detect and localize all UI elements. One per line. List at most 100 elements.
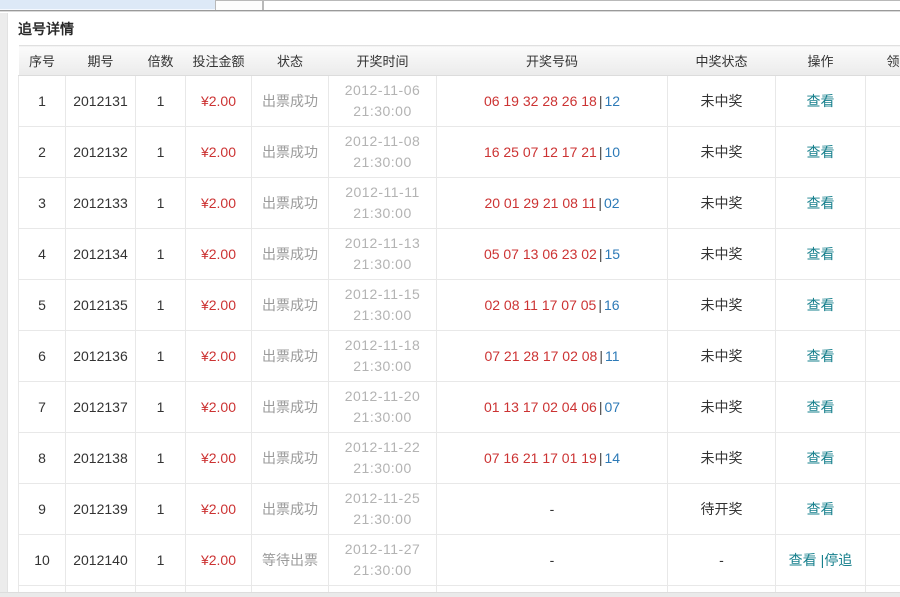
cell-draw-numbers: 07 16 21 17 01 19 | 14	[436, 432, 668, 484]
cell-actions: 查看	[775, 177, 866, 229]
cell-actions: 查看	[775, 432, 866, 484]
draw-clock: 21:30:00	[353, 103, 412, 119]
cell-issue: 2012132	[65, 126, 136, 178]
cell-claim	[865, 381, 900, 433]
column-header-actions: 操作	[775, 45, 866, 76]
main-numbers: 06 19 32 28 26 18	[483, 93, 597, 109]
numbers-separator-icon: |	[598, 246, 603, 262]
cell-issue: 2012140	[65, 534, 136, 586]
table-row: 10 2012140 1 ¥2.00 等待出票 2012-11-27 21:30:00- - 查…	[18, 534, 900, 586]
cell-issue: 2012135	[65, 279, 136, 331]
draw-clock: 21:30:00	[353, 358, 412, 374]
special-number: 16	[603, 297, 620, 313]
cell-seq: 2	[18, 126, 66, 178]
cell-win-status: -	[667, 534, 776, 586]
cell-actions: 查看	[775, 330, 866, 382]
cell-actions: 查看	[775, 75, 866, 127]
draw-date: 2012-11-06	[344, 82, 421, 98]
main-numbers: 16 25 07 12 17 21	[483, 144, 597, 160]
column-header-multiple: 倍数	[135, 45, 186, 76]
cell-win-status: 待开奖	[667, 483, 776, 535]
cell-draw-numbers: 05 07 13 06 23 02 | 15	[436, 228, 668, 280]
cell-seq: 5	[18, 279, 66, 331]
draw-date: 2012-11-20	[344, 388, 421, 404]
view-link[interactable]: 查看	[806, 450, 835, 466]
special-number: 02	[603, 195, 620, 211]
draw-clock: 21:30:00	[353, 205, 412, 221]
chase-detail-table: 序号期号倍数投注金额状态开奖时间开奖号码中奖状态操作领奖 120121311¥2…	[18, 45, 900, 597]
table-row: 9 2012139 1 ¥2.00 出票成功 2012-11-25 21:30:00 - 待开奖…	[18, 483, 900, 535]
cell-multiple: 1	[135, 330, 186, 382]
cell-actions: 查看	[775, 126, 866, 178]
cell-draw-time: 2012-11-25 21:30:00	[328, 483, 437, 535]
view-link[interactable]: 查看	[806, 399, 835, 415]
view-link[interactable]: 查看	[806, 93, 835, 109]
cell-multiple: 1	[135, 228, 186, 280]
cell-seq: 10	[18, 534, 66, 586]
cell-draw-numbers: -	[436, 534, 668, 586]
cell-win-status: 未中奖	[667, 126, 776, 178]
cell-issue: 2012136	[65, 330, 136, 382]
cell-amount: ¥2.00	[185, 279, 252, 331]
cell-status: 出票成功	[251, 483, 329, 535]
cell-multiple: 1	[135, 534, 186, 586]
draw-date: 2012-11-22	[344, 439, 421, 455]
cell-issue: 2012133	[65, 177, 136, 229]
cell-seq: 8	[18, 432, 66, 484]
numbers-separator-icon: |	[598, 450, 603, 466]
draw-date: 2012-11-08	[344, 133, 421, 149]
stop-chase-link[interactable]: 停追	[824, 552, 853, 568]
numbers-separator-icon: |	[598, 297, 602, 313]
cell-status: 出票成功	[251, 177, 329, 229]
cell-draw-time: 2012-11-18 21:30:00	[328, 330, 437, 382]
cell-amount: ¥2.00	[185, 534, 252, 586]
cell-draw-time: 2012-11-08 21:30:00	[328, 126, 437, 178]
column-header-issue: 期号	[65, 45, 136, 76]
cell-claim	[865, 534, 900, 586]
table-header-row: 序号期号倍数投注金额状态开奖时间开奖号码中奖状态操作领奖	[18, 45, 900, 76]
cell-draw-time: 2012-11-22 21:30:00	[328, 432, 437, 484]
cell-win-status: 未中奖	[667, 177, 776, 229]
cell-amount: ¥2.00	[185, 228, 252, 280]
draw-date: 2012-11-11	[345, 184, 420, 200]
view-link[interactable]: 查看	[806, 501, 835, 517]
cell-multiple: 1	[135, 75, 186, 127]
cell-amount: ¥2.00	[185, 75, 252, 127]
draw-clock: 21:30:00	[353, 154, 412, 170]
cell-win-status: 未中奖	[667, 330, 776, 382]
left-gutter	[0, 13, 8, 597]
table-row: 1 2012131 1 ¥2.00 出票成功 2012-11-06 21:30:00 06 1…	[18, 75, 900, 127]
view-link[interactable]: 查看	[806, 297, 835, 313]
cell-draw-time: 2012-11-13 21:30:00	[328, 228, 437, 280]
cell-actions: 查看	[775, 279, 866, 331]
view-link[interactable]: 查看	[806, 195, 835, 211]
view-link[interactable]: 查看	[806, 144, 835, 160]
cell-draw-numbers: 01 13 17 02 04 06 | 07	[436, 381, 668, 433]
cell-claim	[865, 177, 900, 229]
cell-seq: 4	[18, 228, 66, 280]
cell-status: 出票成功	[251, 126, 329, 178]
view-link[interactable]: 查看	[806, 246, 835, 262]
cell-draw-time: 2012-11-15 21:30:00	[328, 279, 437, 331]
cell-multiple: 1	[135, 381, 186, 433]
numbers-placeholder: -	[549, 552, 555, 568]
special-number: 14	[604, 450, 621, 466]
chrome-tab-remnant	[215, 0, 263, 10]
view-link[interactable]: 查看	[788, 552, 817, 568]
special-number: 15	[604, 246, 621, 262]
cell-amount: ¥2.00	[185, 126, 252, 178]
draw-date: 2012-11-25	[344, 490, 421, 506]
main-content: 追号详情 序号期号倍数投注金额状态开奖时间开奖号码中奖状态操作领奖 120121…	[8, 13, 900, 597]
numbers-separator-icon: |	[598, 195, 602, 211]
bottom-cutoff-strip	[0, 592, 900, 597]
cell-status: 等待出票	[251, 534, 329, 586]
cell-issue: 2012138	[65, 432, 136, 484]
cell-amount: ¥2.00	[185, 381, 252, 433]
view-link[interactable]: 查看	[806, 348, 835, 364]
numbers-separator-icon: |	[598, 93, 603, 109]
numbers-separator-icon: |	[598, 144, 603, 160]
cell-status: 出票成功	[251, 381, 329, 433]
main-numbers: 20 01 29 21 08 11	[484, 195, 597, 211]
chase-detail-table-wrap: 序号期号倍数投注金额状态开奖时间开奖号码中奖状态操作领奖 120121311¥2…	[18, 45, 900, 597]
cell-multiple: 1	[135, 483, 186, 535]
